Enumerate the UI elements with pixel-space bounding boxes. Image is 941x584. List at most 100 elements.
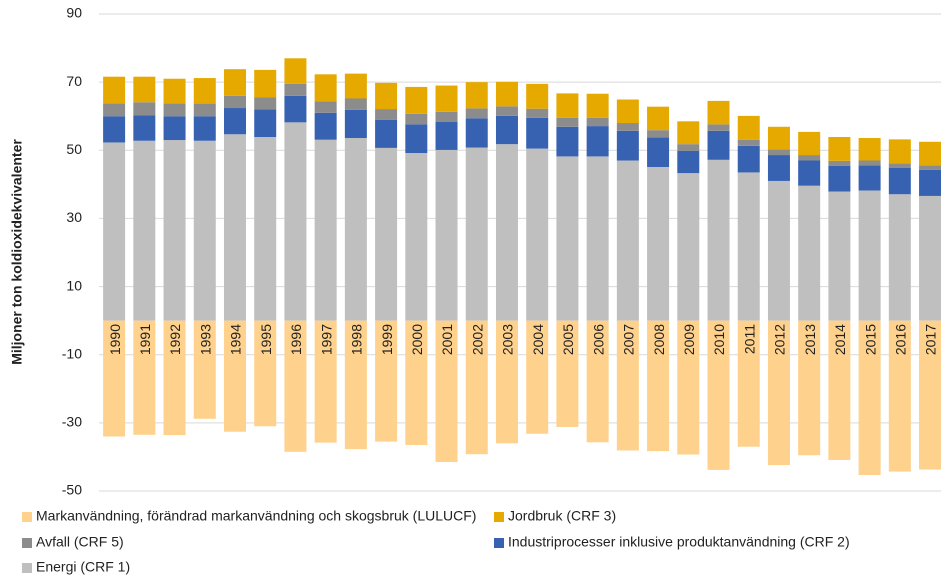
bar-segment	[737, 145, 760, 173]
x-tick-label: 2012	[772, 324, 788, 355]
x-tick-label: 2009	[681, 324, 697, 355]
y-tick-label: 90	[66, 5, 82, 21]
bar-segment	[616, 320, 639, 451]
x-tick-label: 2007	[621, 324, 637, 355]
bar-segment	[344, 320, 367, 450]
bar-segment	[707, 130, 730, 160]
x-tick-label: 2003	[500, 324, 516, 355]
bar-segment	[223, 95, 246, 109]
bar-segment	[647, 320, 670, 452]
bar-segment	[133, 102, 156, 116]
bar-segment	[254, 136, 277, 321]
bar-segment	[526, 83, 549, 109]
bar-segment	[858, 320, 881, 475]
x-tick-label: 2002	[469, 324, 485, 355]
bar-segment	[798, 131, 821, 156]
bar-segment	[767, 320, 790, 466]
bar-segment	[586, 156, 609, 321]
y-tick-label: -30	[62, 414, 82, 430]
x-tick-label: 2010	[711, 324, 727, 355]
x-tick-label: 2017	[923, 324, 939, 355]
legend-swatch	[494, 538, 504, 548]
bar-segment	[344, 138, 367, 321]
legend-label: Energi (CRF 1)	[36, 559, 130, 575]
bar-segment	[344, 109, 367, 139]
x-tick-label: 1994	[228, 324, 244, 355]
bar-segment	[465, 118, 488, 148]
bar-segment	[556, 320, 579, 427]
bar-segment	[495, 115, 518, 145]
bar-segment	[526, 108, 549, 118]
x-tick-label: 2014	[832, 324, 848, 355]
bar-segment	[435, 122, 458, 150]
x-tick-label: 1990	[107, 324, 123, 355]
bar-segment	[677, 150, 700, 174]
bar-segment	[677, 320, 700, 455]
bar-segment	[858, 138, 881, 161]
bar-segment	[405, 113, 428, 125]
bar-segment	[647, 106, 670, 131]
bar-segment	[284, 122, 307, 321]
bar-segment	[586, 320, 609, 443]
bar-segment	[375, 109, 398, 120]
x-tick-label: 2013	[802, 324, 818, 355]
bar-segment	[193, 78, 216, 104]
bar-segment	[798, 320, 821, 456]
bar-segment	[223, 320, 246, 432]
bar-segment	[737, 139, 760, 146]
bar-segment	[586, 93, 609, 118]
bar-segment	[254, 69, 277, 98]
bar-segment	[677, 144, 700, 151]
bar-segment	[888, 194, 911, 321]
bar-segment	[919, 169, 941, 196]
bar-segment	[888, 163, 911, 168]
x-tick-label: 1991	[137, 324, 153, 355]
bar-segment	[495, 81, 518, 107]
bar-segment	[314, 320, 337, 443]
bar-segment	[465, 108, 488, 119]
bar-segment	[647, 137, 670, 167]
bar-segment	[798, 155, 821, 161]
y-axis-title: Miljoner ton koldioxidekvivalenter	[9, 139, 25, 365]
x-tick-label: 1993	[197, 324, 213, 355]
bar-segment	[284, 95, 307, 123]
bar-segment	[103, 320, 126, 437]
x-tick-label: 1996	[288, 324, 304, 355]
bar-segment	[586, 126, 609, 157]
bar-segment	[888, 139, 911, 164]
bar-segment	[163, 116, 186, 141]
bar-segment	[828, 165, 851, 192]
bar-segment	[254, 320, 277, 427]
bar-segment	[314, 112, 337, 140]
bar-segment	[647, 166, 670, 321]
bar-segment	[193, 140, 216, 321]
bar-segment	[919, 195, 941, 321]
bar-segment	[526, 148, 549, 321]
bar-segment	[254, 97, 277, 110]
bar-segment	[556, 117, 579, 127]
bar-segment	[828, 160, 851, 166]
bar-segment	[526, 320, 549, 434]
bar-segment	[133, 140, 156, 321]
y-tick-label: 30	[66, 209, 82, 225]
bar-segment	[405, 124, 428, 154]
x-tick-label: 2011	[741, 324, 757, 354]
bar-segment	[465, 82, 488, 109]
bar-segment	[375, 320, 398, 442]
bar-segment	[616, 123, 639, 131]
bar-segment	[405, 86, 428, 114]
bar-segment	[314, 74, 337, 102]
bar-segment	[858, 160, 881, 166]
y-tick-label: -50	[62, 482, 82, 498]
bar-segment	[767, 180, 790, 321]
bar-segment	[767, 155, 790, 181]
bar-segment	[677, 121, 700, 145]
x-tick-label: 2000	[409, 324, 425, 355]
bar-segment	[133, 115, 156, 141]
bar-segment	[858, 190, 881, 321]
bar-segment	[435, 320, 458, 463]
legend-label: Avfall (CRF 5)	[36, 534, 124, 550]
bar-segment	[254, 109, 277, 137]
bar-segment	[495, 320, 518, 444]
